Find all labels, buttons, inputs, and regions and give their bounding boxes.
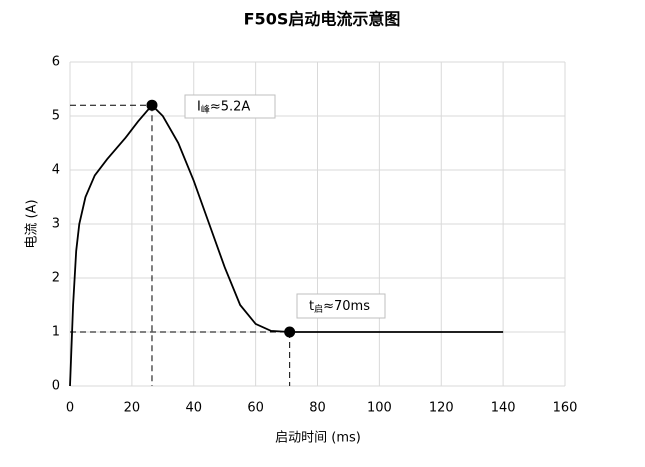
- annotation-main: t: [309, 299, 314, 314]
- annotation-sub: 峰: [201, 104, 210, 115]
- x-tick-label: 140: [491, 401, 516, 416]
- y-tick-label: 5: [52, 109, 60, 124]
- x-tick-label: 60: [247, 401, 264, 416]
- line-series: [69, 103, 504, 387]
- y-tick-label: 3: [52, 217, 60, 232]
- annotation-rest: ≈70ms: [323, 299, 370, 314]
- x-tick-label: 120: [429, 401, 454, 416]
- annotation-rest: ≈5.2A: [210, 99, 251, 114]
- x-axis-label: 启动时间 (ms): [275, 431, 361, 446]
- y-tick-label: 1: [52, 325, 60, 340]
- y-tick-label: 2: [52, 271, 60, 286]
- x-tick-label: 100: [367, 401, 392, 416]
- annotation: t启≈70ms: [309, 299, 370, 315]
- x-tick-label: 40: [185, 401, 202, 416]
- chart-title: F50S启动电流示意图: [244, 10, 401, 29]
- x-tick-label: 0: [66, 401, 74, 416]
- marker: [146, 99, 158, 111]
- annotation-box: [184, 94, 276, 119]
- annotation-main: I: [197, 99, 201, 114]
- annotation: I峰≈5.2A: [197, 99, 250, 115]
- y-axis-label: 电流 (A): [25, 199, 40, 248]
- x-tick-label: 80: [309, 401, 326, 416]
- x-tick-label: 160: [553, 401, 578, 416]
- annotation-sub: 启: [314, 303, 323, 315]
- y-tick-label: 0: [52, 379, 60, 394]
- marker: [284, 326, 296, 338]
- y-tick-label: 6: [52, 55, 60, 70]
- y-tick-label: 4: [52, 163, 60, 178]
- annotation-box: [296, 293, 386, 319]
- x-tick-label: 20: [124, 401, 141, 416]
